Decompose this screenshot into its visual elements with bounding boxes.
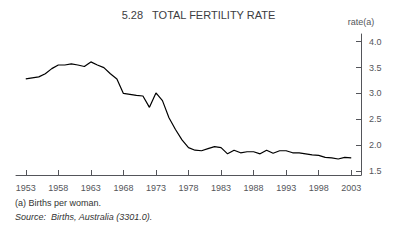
svg-text:Source: Births, Australia (33: Source: Births, Australia (3301.0).: [15, 212, 152, 222]
svg-text:5.28 TOTAL FERTILITY RATE: 5.28 TOTAL FERTILITY RATE: [122, 9, 276, 21]
svg-text:1968: 1968: [113, 183, 133, 193]
svg-text:1973: 1973: [146, 183, 166, 193]
svg-text:rate(a): rate(a): [348, 17, 375, 27]
svg-text:2.0: 2.0: [369, 140, 382, 150]
svg-text:2.5: 2.5: [369, 114, 382, 124]
svg-text:(a) Births per woman.: (a) Births per woman.: [15, 198, 101, 208]
svg-text:1978: 1978: [178, 183, 198, 193]
svg-text:3.5: 3.5: [369, 63, 382, 73]
svg-text:1958: 1958: [48, 183, 68, 193]
svg-text:4.0: 4.0: [369, 37, 382, 47]
svg-text:2003: 2003: [341, 183, 361, 193]
svg-text:1993: 1993: [276, 183, 296, 193]
svg-text:1953: 1953: [16, 183, 36, 193]
svg-text:1.5: 1.5: [369, 166, 382, 176]
svg-text:1988: 1988: [244, 183, 264, 193]
svg-text:3.0: 3.0: [369, 88, 382, 98]
svg-text:1998: 1998: [309, 183, 329, 193]
svg-text:1963: 1963: [81, 183, 101, 193]
svg-text:1983: 1983: [211, 183, 231, 193]
